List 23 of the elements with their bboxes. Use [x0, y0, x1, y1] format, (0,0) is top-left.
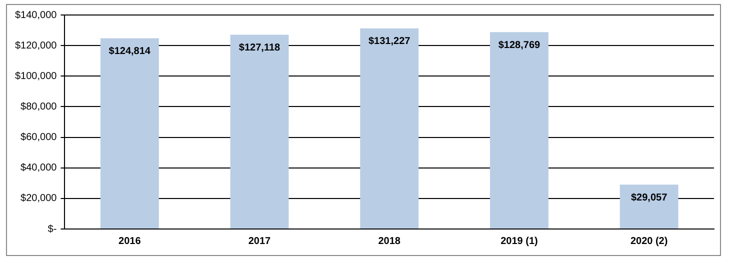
x-tick-label: 2019 (1) — [500, 236, 538, 247]
y-tick-label: $- — [48, 224, 57, 235]
y-tick-label: $40,000 — [20, 162, 58, 174]
y-tick-label: $80,000 — [20, 101, 58, 112]
data-label: $127,118 — [238, 42, 281, 54]
data-label: $124,814 — [108, 46, 151, 57]
y-tick-label: $140,000 — [14, 10, 58, 21]
bar — [360, 28, 419, 228]
bar — [620, 184, 678, 228]
data-label: $128,769 — [498, 40, 540, 51]
x-tick-label: 2018 — [378, 236, 401, 247]
y-tick-label: $20,000 — [20, 193, 58, 204]
bar — [100, 38, 159, 228]
data-label: $131,227 — [368, 36, 411, 48]
bar — [230, 34, 289, 228]
y-tick-label: $60,000 — [20, 132, 58, 144]
x-tick-label: 2017 — [248, 236, 272, 247]
x-tick-label: 2016 — [118, 236, 142, 247]
data-label: $29,057 — [630, 192, 668, 204]
bar — [490, 32, 548, 228]
x-tick-label: 2020 (2) — [630, 236, 668, 247]
y-tick-label: $100,000 — [14, 70, 58, 82]
y-tick-label: $120,000 — [14, 40, 58, 52]
